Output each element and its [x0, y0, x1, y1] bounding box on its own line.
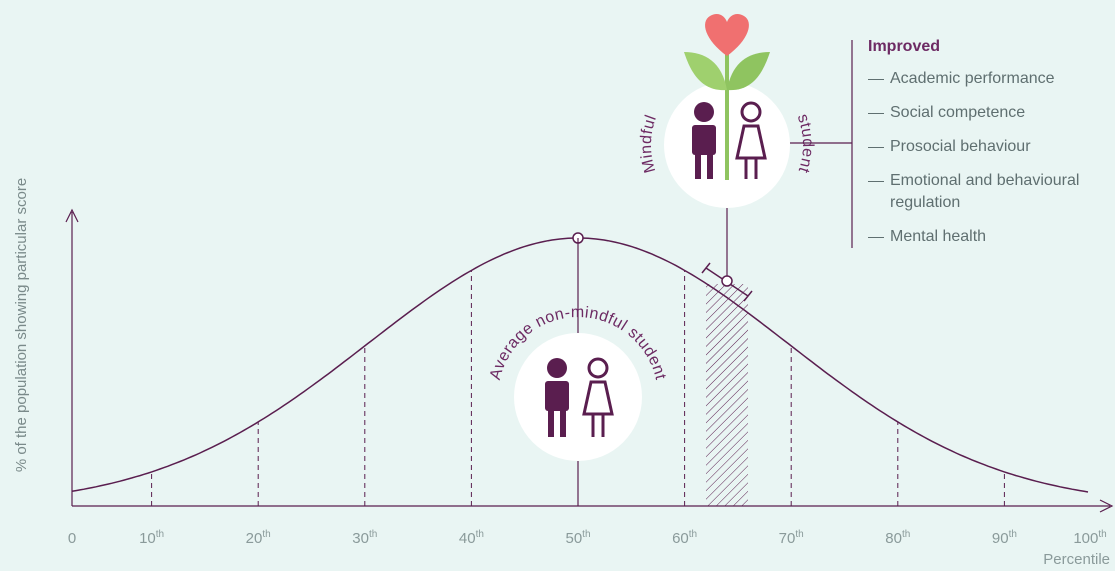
y-axis-label: % of the population showing particular s… — [13, 178, 30, 472]
tick-suffix: th — [262, 529, 270, 540]
improved-item: Emotional and behavioural regulation — [868, 170, 1108, 214]
tick-number: 20 — [246, 530, 263, 547]
tick-suffix: th — [369, 529, 377, 540]
x-tick-label: 0 — [68, 530, 76, 547]
dash — [868, 79, 884, 80]
heart — [705, 14, 749, 56]
improved-item: Social competence — [868, 102, 1108, 124]
x-axis-label: Percentile — [1043, 551, 1110, 568]
tick-suffix: th — [476, 529, 484, 540]
x-tick-label: 20th — [246, 529, 271, 547]
tick-number: 100 — [1073, 530, 1098, 547]
x-tick-label: 60th — [672, 529, 697, 547]
improved-list: Improved Academic performance Social comp… — [868, 38, 1108, 260]
tick-number: 30 — [352, 530, 369, 547]
improved-item-text: Prosocial behaviour — [890, 138, 1031, 155]
tick-suffix: th — [902, 529, 910, 540]
tick-suffix: th — [1009, 529, 1017, 540]
dash — [868, 113, 884, 114]
leaf — [727, 52, 770, 90]
tick-number: 10 — [139, 530, 156, 547]
dash — [868, 237, 884, 238]
average-circle — [514, 333, 642, 461]
improved-item: Academic performance — [868, 68, 1108, 90]
tick-number: 60 — [672, 530, 689, 547]
improved-item: Mental health — [868, 226, 1108, 248]
improved-item: Prosocial behaviour — [868, 136, 1108, 158]
range-cap — [702, 263, 710, 273]
tick-number: 40 — [459, 530, 476, 547]
tick-suffix: th — [689, 529, 697, 540]
tick-suffix: th — [795, 529, 803, 540]
tick-suffix: th — [1098, 529, 1106, 540]
hatched-region — [706, 284, 748, 506]
mindful-label-path: Mindful — [638, 113, 660, 175]
dash — [868, 181, 884, 182]
x-tick-label: 90th — [992, 529, 1017, 547]
x-tick-label: 50th — [565, 529, 590, 547]
page: {"chart_data": { "type": "line", "y_axis… — [0, 0, 1115, 571]
tick-number: 70 — [779, 530, 796, 547]
x-tick-label: 80th — [885, 529, 910, 547]
tick-number: 80 — [885, 530, 902, 547]
improved-item-text: Academic performance — [890, 70, 1055, 87]
tick-suffix: th — [582, 529, 590, 540]
improved-title: Improved — [868, 38, 1108, 56]
improved-item-text: Social competence — [890, 104, 1025, 121]
mindful-label: Mindful — [638, 113, 660, 175]
improved-item-text: Mental health — [890, 228, 986, 245]
x-tick-label: 70th — [779, 529, 804, 547]
x-tick-label: 30th — [352, 529, 377, 547]
tick-number: 50 — [565, 530, 582, 547]
x-tick-label: 40th — [459, 529, 484, 547]
tick-suffix: th — [156, 529, 164, 540]
leaf — [684, 52, 727, 90]
dash — [868, 147, 884, 148]
mindful-point — [722, 276, 732, 286]
tick-number: 90 — [992, 530, 1009, 547]
x-tick-label: 10th — [139, 529, 164, 547]
x-tick-label: 100th — [1073, 529, 1106, 547]
improved-item-text: Emotional and behavioural regulation — [890, 172, 1079, 211]
